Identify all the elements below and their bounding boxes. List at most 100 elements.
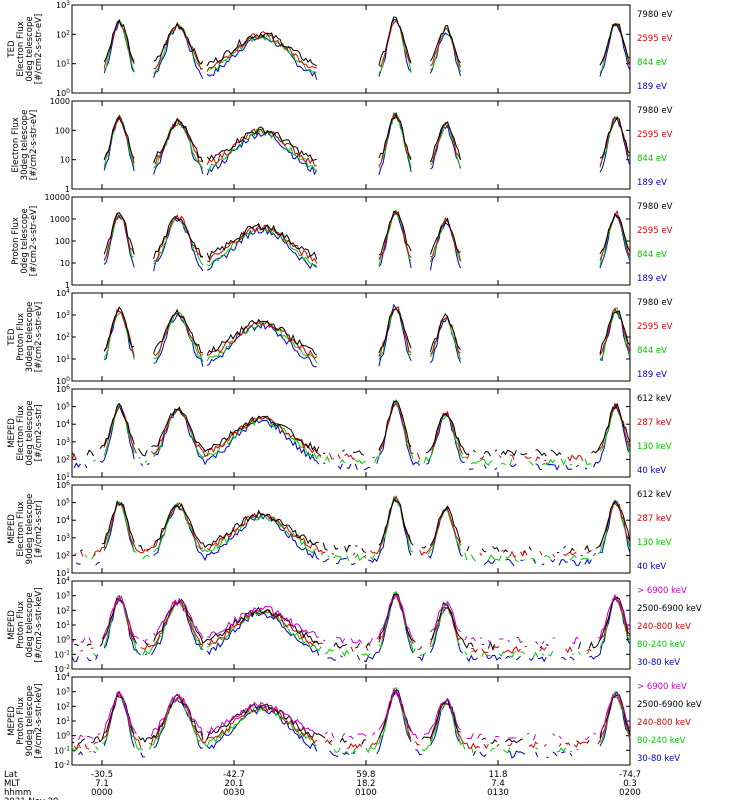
series-trace: [103, 210, 631, 272]
y-axis-label: MEPED: [7, 706, 17, 736]
y-tick-label: 10-1: [54, 649, 70, 659]
series-trace: [103, 18, 631, 75]
y-axis-label: [#/cm2-s-str-keV]: [34, 588, 44, 663]
series-trace: [71, 402, 631, 462]
y-axis-label: 0deg telescope: [25, 400, 35, 465]
y-tick-label: 100: [56, 731, 70, 741]
y-tick-label: 102: [56, 701, 70, 711]
series-trace: [80, 593, 631, 654]
legend-entry: 2595 eV: [637, 226, 673, 236]
legend-entry: 130 keV: [637, 442, 672, 452]
legend-entry: 2595 eV: [637, 322, 673, 332]
y-tick-label: 104: [56, 288, 70, 298]
series-trace: [80, 498, 631, 554]
series-trace: [93, 590, 631, 659]
y-tick-label: 100: [56, 376, 70, 386]
series-trace: [73, 400, 631, 471]
legend-entry: 844 eV: [637, 58, 667, 68]
footer-row-label: MLT: [4, 779, 21, 789]
series-trace: [103, 210, 631, 261]
y-axis-label: MEPED: [7, 610, 17, 640]
panel-frame: [71, 292, 631, 382]
legend-entry: 189 eV: [637, 370, 667, 380]
y-tick-label: 102: [56, 332, 70, 342]
footer-value: 11.8: [489, 770, 508, 780]
footer-value: 20.1: [225, 779, 244, 789]
footer-value: -74.7: [619, 770, 641, 780]
y-axis-label: 30deg telescope: [25, 302, 35, 373]
panel-frame: [71, 4, 631, 94]
footer-row-label: Lat: [4, 770, 18, 780]
footer-value: 7.4: [491, 779, 505, 789]
y-axis-label: [#/cm2-s-str-eV]: [29, 110, 39, 180]
footer-value: 7.1: [95, 779, 109, 789]
footer-value: 18.2: [357, 779, 376, 789]
footer-value: 0100: [355, 788, 377, 798]
y-axis-label: Proton Flux: [16, 313, 26, 361]
legend-entry: 30-80 keV: [637, 754, 680, 764]
legend-entry: 80-240 keV: [637, 640, 686, 650]
y-tick-label: 102: [56, 454, 70, 464]
series-trace: [103, 111, 631, 172]
series-trace: [74, 593, 631, 650]
footer-value: 0030: [223, 788, 245, 798]
y-tick-label: 103: [56, 687, 70, 697]
series-trace: [73, 688, 631, 751]
y-axis-label: Proton Flux: [11, 217, 21, 265]
y-tick-label: 100: [56, 88, 70, 98]
y-axis-label: MEPED: [7, 418, 17, 448]
y-axis-label: [#/cm2-s-str-keV]: [34, 684, 44, 759]
y-tick-label: 103: [56, 310, 70, 320]
series-trace: [71, 593, 631, 663]
legend-entry: 130 keV: [637, 538, 672, 548]
y-tick-label: 1000: [50, 97, 70, 106]
y-tick-label: 106: [56, 480, 70, 490]
y-axis-label: Electron Flux: [16, 21, 26, 76]
y-axis-label: TED: [7, 40, 17, 59]
y-axis-label: MEPED: [7, 514, 17, 544]
series-trace: [103, 19, 631, 71]
legend-entry: 80-240 keV: [637, 736, 686, 746]
panel-frame: [71, 580, 631, 670]
legend-entry: 7980 eV: [637, 106, 673, 116]
series-trace: [84, 495, 631, 562]
legend-entry: 612 keV: [637, 490, 672, 500]
series-trace: [103, 306, 631, 356]
legend-entry: 189 eV: [637, 178, 667, 188]
y-tick-label: 103: [56, 437, 70, 447]
series-trace: [103, 303, 631, 368]
legend-entry: 240-800 keV: [637, 718, 691, 728]
legend-entry: > 6900 keV: [637, 682, 687, 692]
legend-entry: 612 keV: [637, 394, 672, 404]
legend-entry: 189 eV: [637, 82, 667, 92]
y-tick-label: 101: [56, 472, 70, 482]
legend-entry: 2595 eV: [637, 34, 673, 44]
y-axis-label: 0deg telescope: [25, 592, 35, 657]
legend-entry: > 6900 keV: [637, 586, 687, 596]
footer-value: 0000: [91, 788, 113, 798]
y-axis-label: 90deg telescope: [25, 686, 35, 757]
date-label: 2021 Nov 29: [4, 797, 58, 800]
legend-entry: 2500-6900 keV: [637, 604, 702, 614]
y-tick-label: 101: [56, 568, 70, 578]
y-tick-label: 1: [65, 281, 70, 290]
footer-value: 0.3: [623, 779, 637, 789]
y-tick-label: 103: [56, 0, 70, 10]
panel-frame: [71, 388, 631, 478]
y-axis-label: TED: [7, 328, 17, 347]
y-tick-label: 106: [56, 384, 70, 394]
y-axis-label: [#/cm2-s-str]: [34, 501, 44, 558]
y-tick-label: 1000: [50, 215, 70, 224]
y-tick-label: 100: [55, 237, 70, 246]
y-axis-label: Electron Flux: [16, 501, 26, 556]
y-axis-label: [#/cm2-s-str-eV]: [34, 14, 44, 84]
panel-frame: [71, 196, 631, 286]
y-tick-label: 104: [56, 419, 70, 429]
panel-frame: [71, 100, 631, 190]
y-tick-label: 101: [56, 620, 70, 630]
y-tick-label: 10-1: [54, 745, 70, 755]
series-trace: [103, 209, 631, 264]
y-axis-label: 30deg telescope: [20, 110, 30, 181]
series-trace: [103, 306, 631, 360]
